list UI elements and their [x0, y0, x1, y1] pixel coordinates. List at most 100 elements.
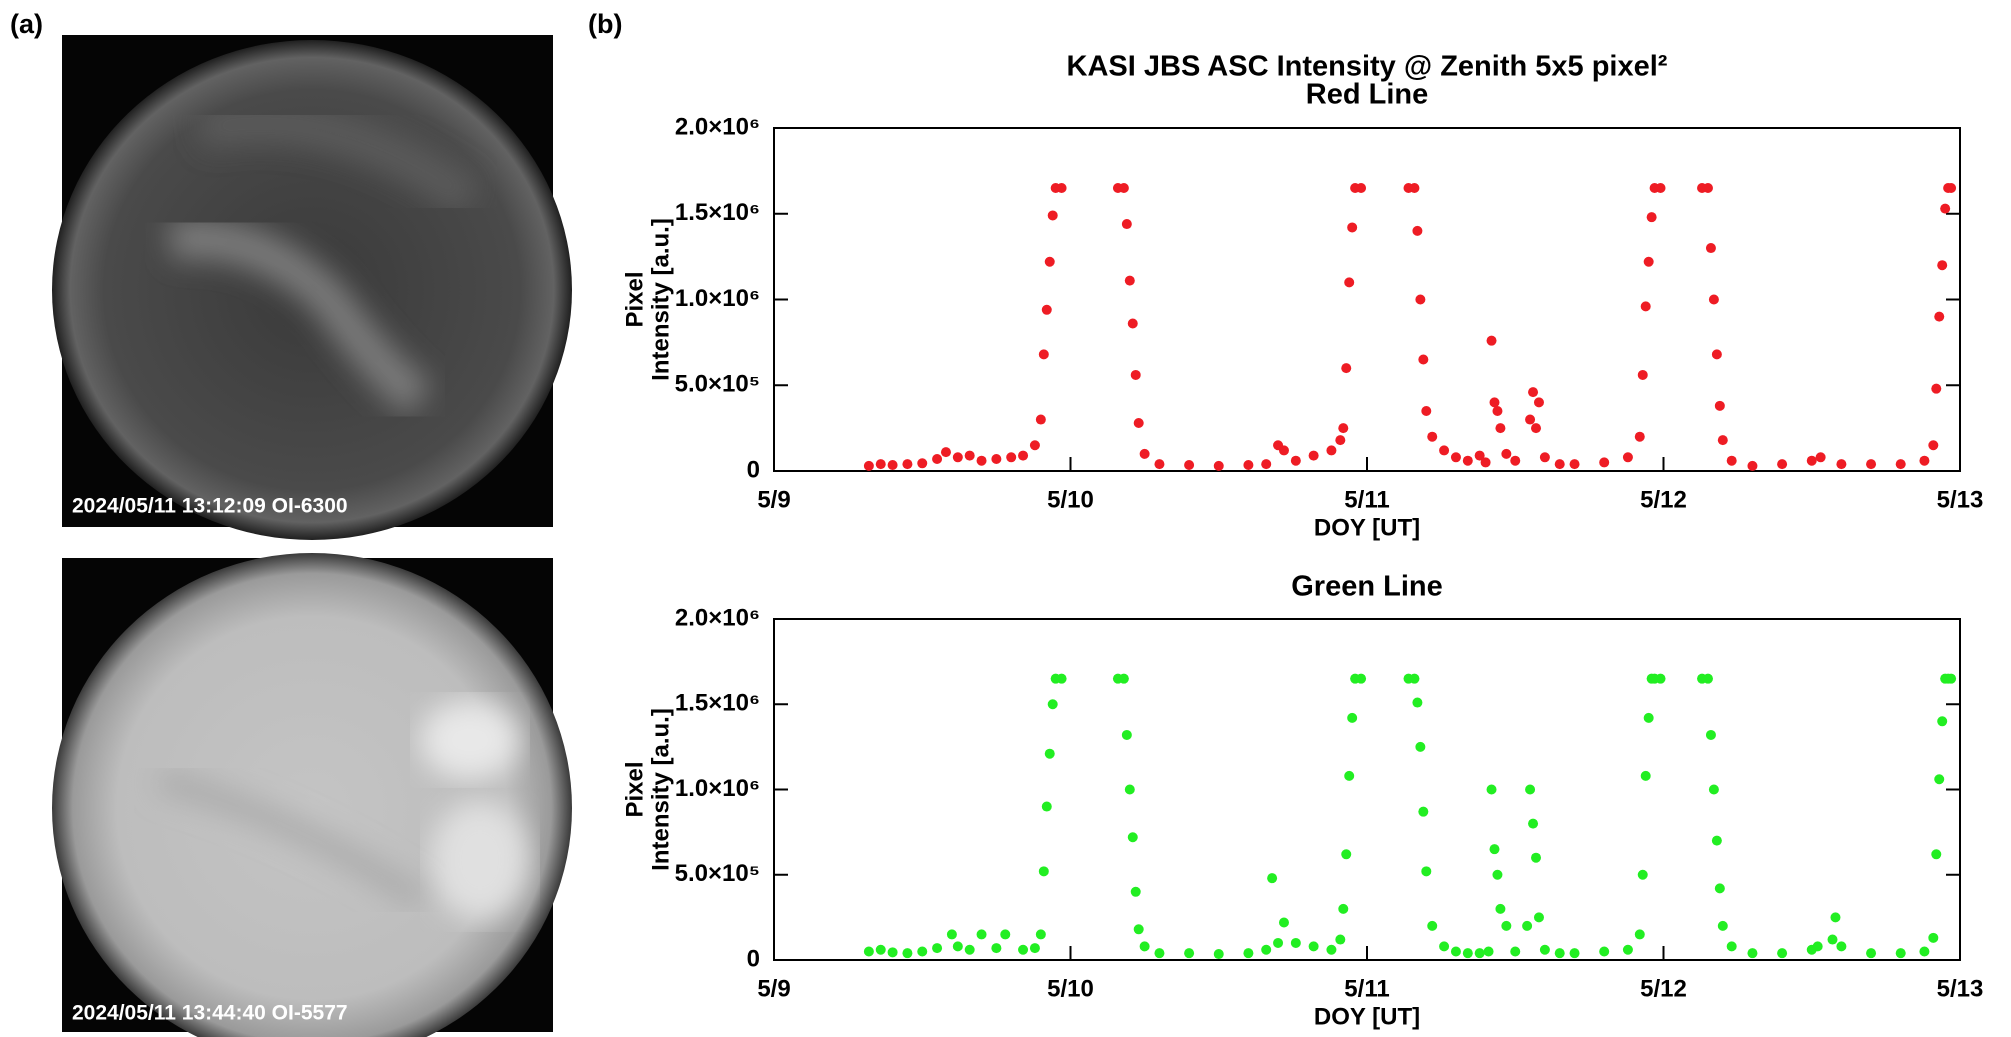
point — [875, 944, 886, 955]
point — [1747, 948, 1758, 959]
y-axis-label: Pixel — [621, 761, 648, 817]
point — [1121, 219, 1132, 230]
point — [1000, 929, 1011, 940]
point — [1714, 400, 1725, 411]
point — [1622, 452, 1633, 463]
point — [1412, 225, 1423, 236]
point — [1130, 886, 1141, 897]
point — [1038, 349, 1049, 360]
x-tick-label: 5/12 — [1640, 486, 1687, 513]
point — [952, 452, 963, 463]
point — [1714, 883, 1725, 894]
point — [1827, 934, 1838, 945]
point — [1133, 417, 1144, 428]
point — [1056, 183, 1067, 194]
point — [1643, 712, 1654, 723]
point — [1717, 435, 1728, 446]
point — [1273, 937, 1284, 948]
point — [1474, 948, 1485, 959]
point — [1347, 222, 1358, 233]
point — [1418, 806, 1429, 817]
point — [1044, 256, 1055, 267]
point — [964, 450, 975, 461]
point — [1510, 455, 1521, 466]
point — [1708, 294, 1719, 305]
point — [1726, 941, 1737, 952]
point — [1124, 275, 1135, 286]
point — [1806, 455, 1817, 466]
point — [1866, 948, 1877, 959]
point — [1702, 673, 1713, 684]
point — [1261, 459, 1272, 470]
point — [1308, 450, 1319, 461]
plot-frame — [773, 618, 1961, 961]
point — [1480, 457, 1491, 468]
point — [1341, 849, 1352, 860]
point — [1415, 294, 1426, 305]
point — [1711, 349, 1722, 360]
point — [902, 459, 913, 470]
y-tick-label: 2.0×10⁶ — [675, 113, 760, 140]
point — [1421, 405, 1432, 416]
point — [946, 929, 957, 940]
point — [1705, 243, 1716, 254]
y-tick-label: 1.5×10⁶ — [675, 690, 760, 717]
point — [1495, 423, 1506, 434]
x-axis-label: DOY [UT] — [1314, 1003, 1420, 1030]
point — [1866, 459, 1877, 470]
y-tick-label: 2.0×10⁶ — [675, 604, 760, 631]
point — [1409, 183, 1420, 194]
point — [1029, 440, 1040, 451]
point — [1522, 920, 1533, 931]
point — [1243, 459, 1254, 470]
point — [1895, 948, 1906, 959]
point — [1815, 452, 1826, 463]
x-tick-label: 5/11 — [1344, 486, 1389, 513]
point — [1525, 414, 1536, 425]
point — [1634, 929, 1645, 940]
point — [1006, 452, 1017, 463]
point — [1308, 941, 1319, 952]
point — [1341, 363, 1352, 374]
sky-image: 2024/05/11 13:44:40 OI-5577 — [52, 553, 572, 1037]
point — [1569, 948, 1580, 959]
point — [991, 453, 1002, 464]
point — [1483, 946, 1494, 957]
point — [1495, 903, 1506, 914]
point — [1124, 784, 1135, 795]
point — [1412, 697, 1423, 708]
point — [863, 946, 874, 957]
point — [1427, 431, 1438, 442]
point — [1347, 712, 1358, 723]
point — [1643, 256, 1654, 267]
y-tick-label: 1.0×10⁶ — [675, 285, 760, 312]
point — [1928, 932, 1939, 943]
point — [1946, 183, 1957, 194]
point — [1528, 818, 1539, 829]
point — [1501, 448, 1512, 459]
point — [1335, 435, 1346, 446]
point — [964, 944, 975, 955]
point — [1139, 941, 1150, 952]
x-tick-label: 5/12 — [1640, 975, 1687, 1002]
point — [1335, 934, 1346, 945]
panel-label: (b) — [588, 9, 622, 39]
point — [1038, 866, 1049, 877]
point — [1213, 949, 1224, 960]
plot-frame — [773, 127, 1961, 472]
image-caption: 2024/05/11 13:12:09 OI-6300 — [72, 495, 348, 518]
y-tick-label: 0 — [747, 456, 760, 483]
point — [1708, 784, 1719, 795]
point — [1539, 452, 1550, 463]
point — [1640, 770, 1651, 781]
x-axis-label: DOY [UT] — [1314, 514, 1420, 541]
point — [1836, 459, 1847, 470]
point — [1528, 387, 1539, 398]
point — [1501, 920, 1512, 931]
y-axis-label: Intensity [a.u.] — [647, 708, 674, 871]
x-tick-label: 5/13 — [1937, 975, 1984, 1002]
point — [1118, 673, 1129, 684]
point — [1946, 673, 1957, 684]
point — [1531, 852, 1542, 863]
point — [1047, 210, 1058, 221]
